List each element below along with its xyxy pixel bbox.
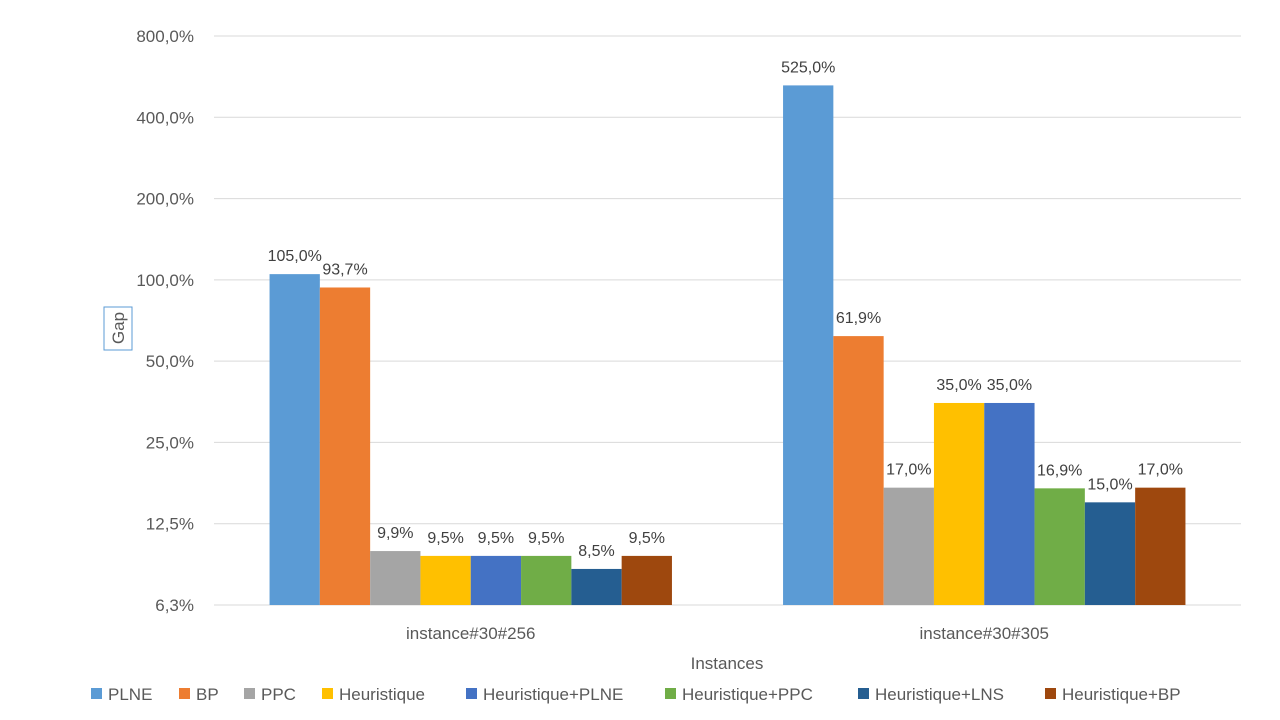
y-tick-label: 6,3% [155, 596, 194, 615]
y-tick-label: 100,0% [136, 271, 194, 290]
legend-label: Heuristique+BP [1062, 685, 1181, 704]
bar-heuristique-ppc [1034, 488, 1085, 605]
x-axis-category-labels: instance#30#256 instance#30#305 [406, 624, 1049, 643]
bar-heuristique-plne [470, 555, 522, 605]
y-axis-title-box: Gap [103, 306, 133, 351]
data-label: 17,0% [1138, 462, 1183, 479]
bar-heuristique-lns [1084, 502, 1136, 605]
legend-label: PLNE [108, 685, 152, 704]
data-label: 35,0% [936, 377, 981, 394]
bar-ppc [370, 551, 421, 605]
legend-label: PPC [261, 685, 296, 704]
legend-label: Heuristique+PPC [682, 685, 813, 704]
bar-plne [269, 274, 320, 605]
bar-heuristique-ppc [521, 555, 572, 605]
bars [269, 85, 1186, 605]
legend-item: Heuristique+LNS [858, 685, 1004, 704]
data-label: 9,5% [478, 530, 514, 547]
legend-label: Heuristique+LNS [875, 685, 1004, 704]
data-label: 105,0% [268, 248, 322, 265]
y-tick-label: 25,0% [146, 433, 194, 452]
legend-item: PPC [244, 685, 296, 704]
y-tick-label: 200,0% [136, 190, 194, 209]
bar-bp [833, 336, 884, 605]
y-tick-label: 400,0% [136, 108, 194, 127]
data-label: 8,5% [578, 543, 614, 560]
legend-swatch [322, 688, 333, 699]
legend-swatch [244, 688, 255, 699]
legend-item: Heuristique [322, 685, 425, 704]
x-axis-title: Instances [691, 654, 764, 673]
y-tick-label: 12,5% [146, 515, 194, 534]
data-label: 15,0% [1087, 476, 1132, 493]
legend-swatch [466, 688, 477, 699]
legend-label: BP [196, 685, 219, 704]
legend-swatch [1045, 688, 1056, 699]
bar-heuristique-plne [984, 402, 1035, 605]
bar-bp [319, 287, 371, 605]
data-label: 525,0% [781, 59, 835, 76]
y-tick-label: 800,0% [136, 27, 194, 46]
bar-ppc [883, 487, 934, 605]
data-label: 17,0% [886, 462, 931, 479]
legend-swatch [179, 688, 190, 699]
legend-item: BP [179, 685, 219, 704]
bar-plne [783, 85, 834, 605]
bar-heuristique-lns [571, 568, 622, 605]
data-label: 16,9% [1037, 462, 1082, 479]
bar-heuristique-bp [1135, 487, 1186, 605]
legend-swatch [665, 688, 676, 699]
legend: PLNE BP PPC Heuristique Heuristique+PLNE Heur… [91, 685, 1181, 704]
y-axis-title: Gap [109, 312, 128, 344]
y-tick-label: 50,0% [146, 352, 194, 371]
x-category-label: instance#30#305 [919, 624, 1049, 643]
legend-item: Heuristique+BP [1045, 685, 1181, 704]
legend-swatch [91, 688, 102, 699]
legend-label: Heuristique+PLNE [483, 685, 623, 704]
legend-swatch [858, 688, 869, 699]
data-label: 61,9% [836, 310, 881, 327]
y-axis-tick-labels: 6,3% 12,5% 25,0% 50,0% 100,0% 200,0% 400,0% 800… [136, 27, 194, 615]
data-label: 9,5% [427, 530, 463, 547]
legend-item: PLNE [91, 685, 152, 704]
bar-heuristique [420, 555, 471, 605]
data-label: 9,5% [629, 530, 665, 547]
legend-item: Heuristique+PPC [665, 685, 813, 704]
data-label: 9,9% [377, 525, 413, 542]
legend-label: Heuristique [339, 685, 425, 704]
legend-item: Heuristique+PLNE [466, 685, 623, 704]
data-label: 9,5% [528, 530, 564, 547]
data-labels: 105,0%93,7% 9,9% 9,5% 9,5% 9,5% 8,5% 9,5% 525,0… [268, 59, 1183, 560]
data-label: 35,0% [987, 377, 1032, 394]
gridlines [214, 35, 1241, 606]
bar-heuristique [933, 402, 985, 605]
x-category-label: instance#30#256 [406, 624, 536, 643]
data-label: 93,7% [322, 261, 367, 278]
bar-heuristique-bp [621, 555, 672, 605]
